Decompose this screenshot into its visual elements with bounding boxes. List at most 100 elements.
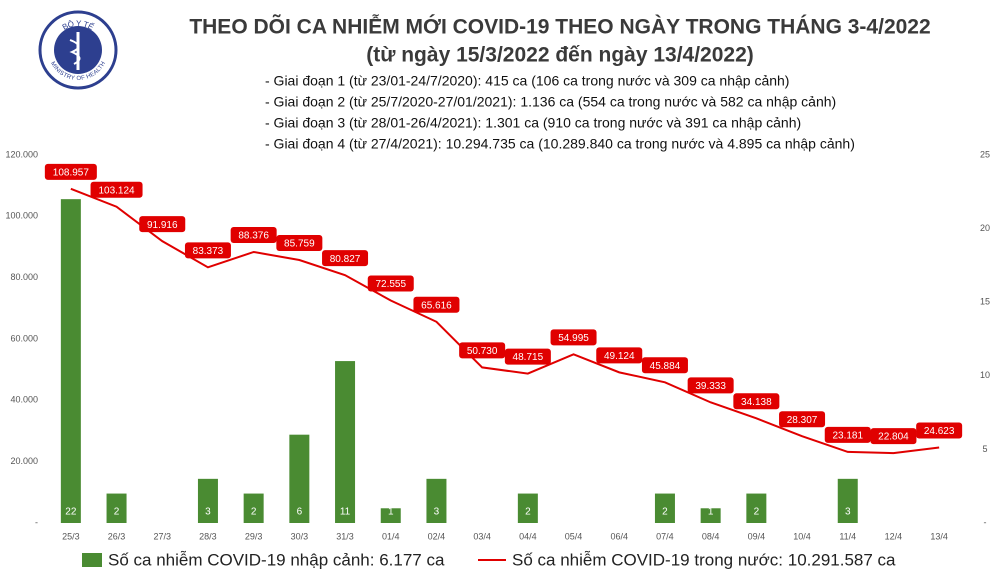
x-tick-label: 13/4 bbox=[930, 531, 948, 541]
bar bbox=[837, 478, 858, 523]
value-label-box bbox=[596, 347, 643, 364]
bar bbox=[106, 493, 127, 523]
legend-label: Số ca nhiễm COVID-19 nhập cảnh: 6.177 ca bbox=[108, 550, 445, 569]
bar-value-label: 11 bbox=[340, 507, 351, 518]
value-label-box bbox=[916, 422, 963, 439]
x-tick-label: 01/4 bbox=[382, 531, 400, 541]
y-tick-label: 120.000 bbox=[5, 149, 38, 159]
x-tick-label: 25/3 bbox=[62, 531, 80, 541]
line-value-label: 45.884 bbox=[650, 361, 681, 372]
bar-value-label: 3 bbox=[845, 507, 851, 518]
bar-value-label: 2 bbox=[114, 507, 120, 518]
x-tick-label: 29/3 bbox=[245, 531, 263, 541]
line-value-label: 48.715 bbox=[513, 352, 544, 363]
x-tick-label: 26/3 bbox=[108, 531, 126, 541]
bar-value-label: 6 bbox=[297, 507, 303, 518]
bar-value-label: - bbox=[161, 507, 164, 518]
x-tick-label: 30/3 bbox=[291, 531, 309, 541]
line-value-label: 49.124 bbox=[604, 351, 635, 362]
value-label-box bbox=[44, 163, 97, 180]
y-tick-label: 20.000 bbox=[10, 456, 38, 466]
line-value-label: 83.373 bbox=[193, 246, 224, 257]
value-label-box bbox=[139, 216, 186, 233]
value-label-box bbox=[413, 296, 460, 313]
x-tick-label: 03/4 bbox=[473, 531, 491, 541]
line-value-label: 72.555 bbox=[375, 279, 406, 290]
bar bbox=[289, 434, 310, 523]
value-label-box bbox=[870, 428, 917, 445]
bar-value-label: - bbox=[480, 507, 483, 518]
line-value-label: 103.124 bbox=[98, 185, 135, 196]
value-label-box bbox=[322, 250, 369, 267]
value-label-box bbox=[641, 357, 688, 374]
value-label-box bbox=[824, 426, 871, 443]
value-label-box bbox=[367, 275, 414, 292]
line-value-label: 39.333 bbox=[695, 381, 726, 392]
line-value-label: 85.759 bbox=[284, 239, 315, 250]
bar-value-label: 1 bbox=[708, 507, 714, 518]
line-value-label: 34.138 bbox=[741, 397, 772, 408]
value-label-box bbox=[779, 411, 826, 428]
annotation: - Giai đoạn 3 (từ 28/01-26/4/2021): 1.30… bbox=[265, 115, 801, 131]
x-tick-label: 28/3 bbox=[199, 531, 217, 541]
line-value-label: 23.181 bbox=[832, 431, 863, 442]
line-value-label: 80.827 bbox=[330, 254, 361, 265]
x-tick-label: 10/4 bbox=[793, 531, 811, 541]
y-tick-label: 60.000 bbox=[10, 333, 38, 343]
value-label-box bbox=[733, 393, 780, 410]
bar-value-label: 2 bbox=[754, 507, 760, 518]
line-value-label: 91.916 bbox=[147, 220, 178, 231]
bar-value-label: - bbox=[937, 507, 940, 518]
chart-title: THEO DÕI CA NHIỄM MỚI COVID-19 THEO NGÀY… bbox=[189, 15, 930, 39]
x-tick-label: 02/4 bbox=[428, 531, 446, 541]
x-tick-label: 04/4 bbox=[519, 531, 537, 541]
bar bbox=[380, 508, 401, 523]
line-value-label: 24.623 bbox=[924, 426, 955, 437]
value-label-box bbox=[687, 377, 734, 394]
value-label-box bbox=[90, 181, 143, 198]
line-value-label: 108.957 bbox=[53, 168, 90, 179]
bar-value-label: 2 bbox=[525, 507, 531, 518]
bar-value-label: - bbox=[572, 507, 575, 518]
logo: BỘ Y TẾ MINISTRY OF HEALTH bbox=[38, 10, 118, 90]
y-tick-label: 20 bbox=[980, 223, 990, 233]
bar-value-label: - bbox=[618, 507, 621, 518]
legend-swatch bbox=[82, 553, 102, 567]
chart-subtitle: (từ ngày 15/3/2022 đến ngày 13/4/2022) bbox=[366, 44, 754, 67]
bar bbox=[60, 199, 81, 523]
value-label-box bbox=[550, 329, 597, 346]
y-tick-label: 40.000 bbox=[10, 395, 38, 405]
legend-label: Số ca nhiễm COVID-19 trong nước: 10.291.… bbox=[512, 550, 896, 569]
line-value-label: 28.307 bbox=[787, 415, 818, 426]
line-value-label: 50.730 bbox=[467, 346, 498, 357]
annotation: - Giai đoạn 2 (từ 25/7/2020-27/01/2021):… bbox=[265, 94, 836, 110]
value-label-box bbox=[230, 226, 277, 243]
bar bbox=[426, 478, 447, 523]
line-value-label: 88.376 bbox=[238, 231, 269, 242]
bar bbox=[654, 493, 675, 523]
bar-value-label: 1 bbox=[388, 507, 394, 518]
logo-top: BỘ Y TẾ bbox=[61, 19, 96, 32]
bar bbox=[197, 478, 218, 523]
y-tick-label: 80.000 bbox=[10, 272, 38, 282]
bar bbox=[517, 493, 538, 523]
x-tick-label: 31/3 bbox=[336, 531, 354, 541]
line-value-label: 54.995 bbox=[558, 333, 589, 344]
y-tick-label: - bbox=[984, 517, 987, 527]
value-label-box bbox=[184, 242, 231, 259]
x-tick-label: 27/3 bbox=[153, 531, 171, 541]
bar-value-label: 22 bbox=[65, 507, 77, 518]
bar-value-label: - bbox=[800, 507, 803, 518]
line-value-label: 65.616 bbox=[421, 300, 452, 311]
bar-value-label: - bbox=[892, 507, 895, 518]
bar-value-label: 2 bbox=[662, 507, 668, 518]
line-value-label: 22.804 bbox=[878, 432, 909, 443]
x-tick-label: 12/4 bbox=[885, 531, 903, 541]
x-tick-label: 05/4 bbox=[565, 531, 583, 541]
x-tick-label: 09/4 bbox=[748, 531, 766, 541]
logo-top-text: BỘ Y TẾ bbox=[61, 19, 96, 32]
y-tick-label: - bbox=[35, 517, 38, 527]
line bbox=[70, 187, 940, 455]
annotation: - Giai đoạn 1 (từ 23/01-24/7/2020): 415 … bbox=[265, 73, 789, 89]
